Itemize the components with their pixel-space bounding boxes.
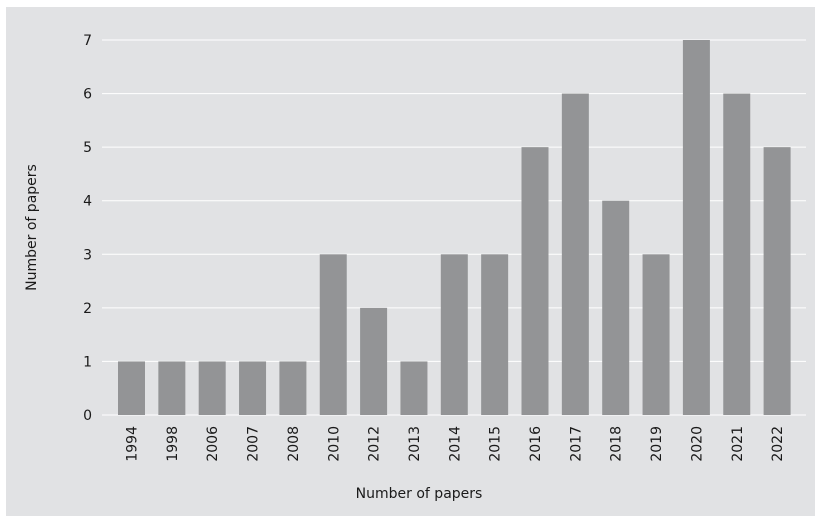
x-tick-label: 2010 xyxy=(326,426,342,462)
bar xyxy=(643,254,670,415)
bars xyxy=(118,40,791,415)
y-tick-label: 0 xyxy=(83,408,92,424)
x-tick-label: 2021 xyxy=(730,426,746,462)
bar xyxy=(441,254,468,415)
bar xyxy=(400,361,427,415)
bar xyxy=(683,40,710,415)
x-tick-label: 1994 xyxy=(125,426,141,462)
y-tick-label: 5 xyxy=(83,140,92,156)
x-tick-label: 1998 xyxy=(165,426,181,462)
y-tick-labels: 0 1 2 3 4 5 6 7 xyxy=(83,33,92,424)
y-tick-label: 4 xyxy=(83,194,92,210)
x-tick-label: 2017 xyxy=(568,426,584,462)
bar xyxy=(764,147,791,415)
y-tick-label: 6 xyxy=(83,87,92,103)
x-tick-label: 2013 xyxy=(407,426,423,462)
bar xyxy=(723,94,750,415)
bar xyxy=(360,308,387,415)
y-axis-title: Number of papers xyxy=(24,164,40,291)
x-tick-label: 2008 xyxy=(286,426,302,462)
y-tick-label: 2 xyxy=(83,301,92,317)
x-tick-label: 2015 xyxy=(488,426,504,462)
x-tick-label: 2019 xyxy=(649,426,665,462)
x-tick-label: 2020 xyxy=(689,426,705,462)
bar xyxy=(562,94,589,415)
x-tick-labels: 1994 1998 2006 2007 2008 2010 2012 2013 2014 2015… xyxy=(125,426,787,462)
bar xyxy=(522,147,549,415)
bar xyxy=(118,361,145,415)
chart-panel: 0 1 2 3 4 5 6 7 1994 1998 2006 2007 2008 2010 2012 201… xyxy=(6,7,815,516)
bar xyxy=(320,254,347,415)
x-tick-label: 2022 xyxy=(770,426,786,462)
x-tick-label: 2018 xyxy=(609,426,625,462)
bar xyxy=(602,201,629,415)
y-tick-label: 3 xyxy=(83,247,92,263)
bar xyxy=(199,361,226,415)
bar xyxy=(158,361,185,415)
x-tick-label: 2016 xyxy=(528,426,544,462)
x-tick-label: 2014 xyxy=(447,426,463,462)
bar xyxy=(279,361,306,415)
bar-chart: 0 1 2 3 4 5 6 7 1994 1998 2006 2007 2008 2010 2012 201… xyxy=(6,7,815,516)
y-tick-label: 7 xyxy=(83,33,92,49)
x-tick-label: 2007 xyxy=(246,426,262,462)
x-axis-title: Number of papers xyxy=(356,486,483,502)
bar xyxy=(481,254,508,415)
y-tick-label: 1 xyxy=(83,354,92,370)
x-tick-label: 2012 xyxy=(367,426,383,462)
bar xyxy=(239,361,266,415)
x-tick-label: 2006 xyxy=(205,426,221,462)
